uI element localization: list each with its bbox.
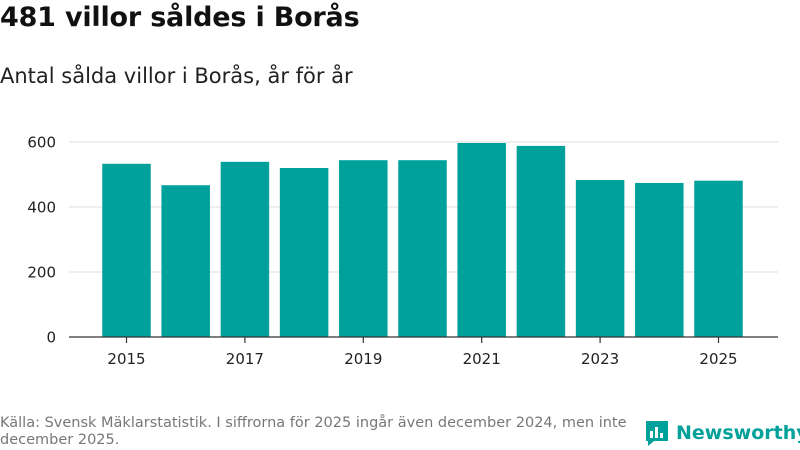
bar-2019	[339, 160, 388, 337]
chart-title: 481 villor såldes i Borås	[0, 2, 360, 33]
bar-2020	[398, 160, 447, 337]
y-tick-label: 200	[27, 264, 56, 282]
x-tick-label: 2015	[107, 350, 145, 368]
bar-2015	[102, 163, 151, 337]
brand-name: Newsworthy	[676, 422, 800, 444]
newsworthy-logo: Newsworthy	[644, 419, 800, 447]
x-tick-label: 2025	[699, 350, 737, 368]
bar-2021	[457, 142, 506, 337]
bar-2025	[694, 180, 743, 337]
newsworthy-logo-icon	[646, 421, 668, 446]
bar-2022	[516, 145, 566, 337]
bar-2017	[220, 161, 270, 337]
bar-2023	[575, 180, 625, 337]
x-tick-label: 2019	[344, 350, 382, 368]
chart-subtitle: Antal sålda villor i Borås, år för år	[0, 64, 353, 88]
bar-2018	[279, 168, 329, 337]
x-tick-label: 2021	[463, 350, 501, 368]
x-tick-label: 2023	[581, 350, 619, 368]
bar-2024	[635, 182, 684, 337]
bar-2016	[161, 185, 210, 337]
x-tick-label: 2017	[226, 350, 264, 368]
bar-chart: 0 200 400 600 2015 2017 2019 2021 2023 2025	[27, 134, 778, 368]
source-footnote: Källa: Svensk Mäklarstatistik. I siffror…	[0, 415, 627, 448]
y-tick-label: 0	[46, 329, 56, 347]
y-tick-label: 600	[27, 134, 56, 152]
y-tick-label: 400	[27, 199, 56, 217]
